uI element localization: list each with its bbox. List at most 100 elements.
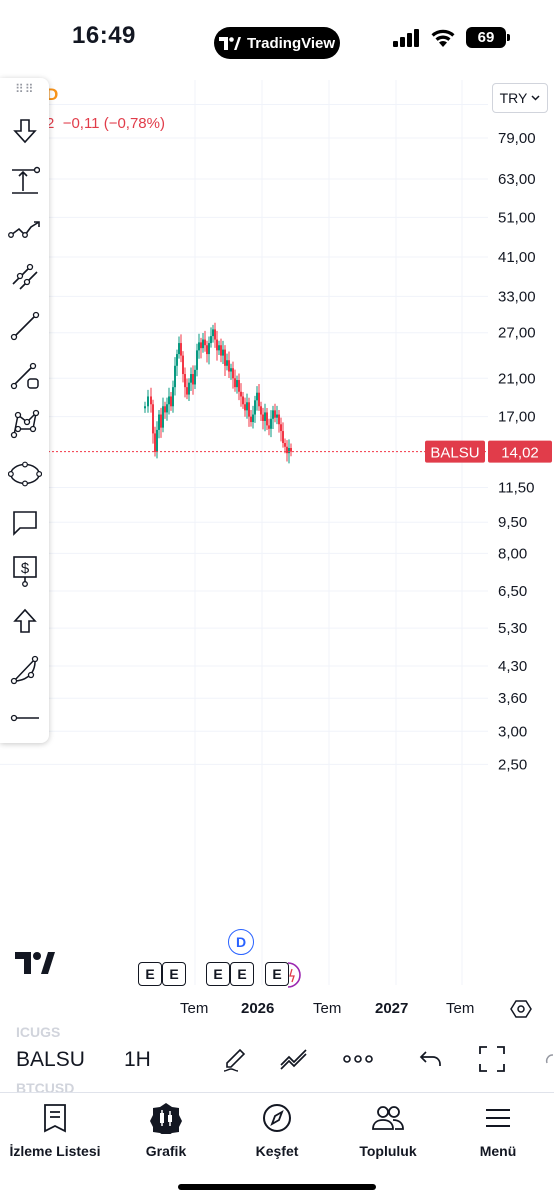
price-axis-label: 3,00 xyxy=(498,723,527,740)
candle-body xyxy=(260,406,262,415)
price-chart[interactable]: 95,0079,0063,0051,0041,0033,0027,0021,00… xyxy=(0,80,554,1090)
more-options-button[interactable] xyxy=(343,1044,373,1074)
candle-body xyxy=(226,360,228,366)
pattern-tool-button[interactable] xyxy=(8,407,42,441)
candle-body xyxy=(244,404,246,411)
trend-line-lock-tool-button[interactable] xyxy=(8,358,42,392)
candle-body xyxy=(262,414,264,421)
candle-body xyxy=(186,387,188,395)
parallel-channel-tool-button[interactable] xyxy=(8,260,42,294)
candle-body xyxy=(224,349,226,366)
tradingview-watermark-icon[interactable] xyxy=(15,952,55,974)
candle-body xyxy=(266,412,268,426)
price-axis-label: 79,00 xyxy=(498,130,536,147)
candle-body xyxy=(232,368,234,379)
candle-body xyxy=(194,369,196,385)
symbol-search-button[interactable]: BALSU xyxy=(16,1048,85,1071)
time-axis-label: 2027 xyxy=(375,1000,409,1017)
price-axis-label: 4,30 xyxy=(498,658,527,675)
nav-watchlist[interactable]: İzleme Listesi xyxy=(0,1101,110,1159)
last-price-label: 14,02 xyxy=(501,445,539,462)
price-axis-label: 21,00 xyxy=(498,370,536,387)
status-time: 16:49 xyxy=(72,22,136,49)
candle-body xyxy=(162,406,164,428)
price-axis-label: 33,00 xyxy=(498,288,536,305)
split-event-icon[interactable] xyxy=(286,962,304,988)
candle-body xyxy=(206,345,208,355)
candle-body xyxy=(222,349,224,356)
time-axis-label: Tem xyxy=(313,1000,342,1017)
nav-chart[interactable]: Grafik xyxy=(111,1101,221,1159)
callout-tool-button[interactable] xyxy=(8,506,42,540)
candle-body xyxy=(272,410,274,419)
nav-label: İzleme Listesi xyxy=(9,1143,101,1159)
tradingview-pill: TradingView xyxy=(214,27,340,59)
app-pill-label: TradingView xyxy=(246,34,336,52)
drawing-toolbar: ⠿⠿ $ xyxy=(0,78,49,743)
compass-icon xyxy=(263,1104,291,1132)
path-tool-button[interactable] xyxy=(8,213,42,247)
trend-line-tool-button[interactable] xyxy=(8,309,42,343)
candle-body xyxy=(274,410,276,418)
horizontal-ray-tool-button[interactable] xyxy=(8,701,42,735)
candle-body xyxy=(210,336,212,344)
nav-menu[interactable]: Menü xyxy=(443,1101,553,1159)
svg-text:$: $ xyxy=(21,560,30,577)
toolbar-grip-icon[interactable]: ⠿⠿ xyxy=(15,82,35,96)
trend-line-box-icon xyxy=(10,362,39,390)
price-axis-label: 2,50 xyxy=(498,756,527,773)
candle-body xyxy=(268,425,270,429)
nav-label: Keşfet xyxy=(255,1143,299,1159)
nav-community[interactable]: Topluluk xyxy=(333,1101,443,1159)
bottom-navigation: İzleme Listesi Grafik Keşfet Topluluk Me… xyxy=(0,1092,554,1200)
nav-label: Topluluk xyxy=(359,1143,417,1159)
chart-area[interactable]: 95,0079,0063,0051,0041,0033,0027,0021,00… xyxy=(0,80,554,1090)
price-label-tool-button[interactable]: $ xyxy=(8,554,42,588)
ellipse-tool-button[interactable] xyxy=(8,457,42,491)
earnings-badge[interactable]: E xyxy=(138,962,162,986)
candle-body xyxy=(166,404,168,413)
fullscreen-button[interactable] xyxy=(477,1044,507,1074)
dividend-badge[interactable]: D xyxy=(228,929,254,955)
price-tag-background xyxy=(488,440,552,463)
battery-indicator: 69 xyxy=(466,27,510,48)
earnings-badge[interactable]: E xyxy=(265,962,289,986)
price-range-tool-button[interactable] xyxy=(8,164,42,198)
nav-explore[interactable]: Keşfet xyxy=(222,1101,332,1159)
arrow-down-icon xyxy=(13,119,37,144)
earnings-badge[interactable]: E xyxy=(162,962,186,986)
watchlist-icon xyxy=(44,1104,66,1133)
undo-button[interactable] xyxy=(416,1044,446,1074)
candle-body xyxy=(236,380,238,388)
fullscreen-icon xyxy=(479,1046,505,1072)
candle-body xyxy=(178,343,180,355)
candle-body xyxy=(284,443,286,447)
candle-body xyxy=(216,339,218,351)
arc-tool-button[interactable] xyxy=(8,653,42,687)
menu-icon xyxy=(486,1109,510,1127)
interval-button[interactable]: 1H xyxy=(124,1048,151,1071)
chart-settings-icon[interactable] xyxy=(510,998,532,1020)
currency-label: TRY xyxy=(499,90,528,106)
candle-body xyxy=(147,396,149,407)
drawing-mode-button[interactable] xyxy=(220,1044,250,1074)
collapse-tool-button[interactable] xyxy=(8,114,42,148)
candle-body xyxy=(144,406,146,409)
currency-selector[interactable]: TRY xyxy=(492,83,548,113)
partial-edge-icon xyxy=(545,1054,554,1064)
candle-body xyxy=(200,342,202,349)
candle-body xyxy=(168,396,170,405)
chevron-down-icon xyxy=(531,95,540,101)
candle-body xyxy=(208,343,210,355)
earnings-badge[interactable]: E xyxy=(206,962,230,986)
price-label-icon: $ xyxy=(13,556,37,587)
price-axis-label: 3,60 xyxy=(498,690,527,707)
arrow-up-tool-button[interactable] xyxy=(8,604,42,638)
candle-body xyxy=(234,378,236,388)
candle-body xyxy=(242,396,244,405)
community-icon xyxy=(372,1106,404,1130)
candle-body xyxy=(152,404,154,434)
indicators-button[interactable] xyxy=(279,1044,309,1074)
earnings-badge[interactable]: E xyxy=(230,962,254,986)
price-axis-label: 17,00 xyxy=(498,409,536,426)
